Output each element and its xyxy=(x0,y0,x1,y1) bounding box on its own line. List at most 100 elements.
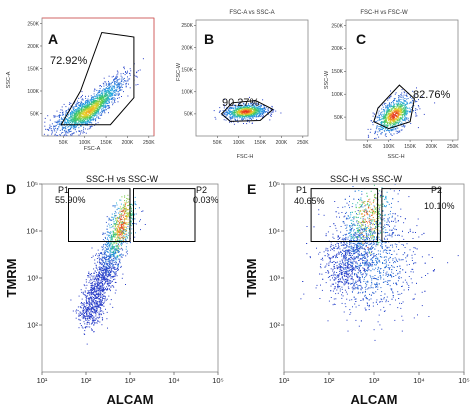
panel-a-event-dot xyxy=(116,87,118,89)
panel-a-event-dot xyxy=(85,132,87,134)
panel-a-event-dot xyxy=(118,94,120,96)
panel-d-event-dot xyxy=(130,232,132,234)
panel-c-event-dot xyxy=(401,109,402,111)
panel-c-event-dot xyxy=(402,119,403,121)
panel-b-event-dot xyxy=(227,108,229,110)
panel-a-event-dot xyxy=(101,86,102,88)
panel-b-event-dot xyxy=(229,117,231,119)
panel-c-event-dot xyxy=(399,103,401,105)
panel-a-event-dot xyxy=(111,93,113,95)
panel-a-event-dot xyxy=(53,129,55,131)
panel-a-event-dot xyxy=(118,83,120,85)
panel-a-event-dot xyxy=(121,86,123,88)
panel-d-event-dot xyxy=(99,273,101,275)
panel-c-event-dot xyxy=(381,117,383,119)
panel-a-event-dot xyxy=(71,115,72,117)
panel-c-event-dot xyxy=(396,110,398,112)
panel-c-event-dot xyxy=(398,106,400,108)
panel-d-event-dot xyxy=(96,279,98,281)
panel-d-event-dot xyxy=(119,238,120,239)
panel-c-event-dot xyxy=(376,126,377,128)
panel-c-event-dot xyxy=(377,116,379,118)
panel-a-event-dot xyxy=(88,109,90,111)
panel-a-event-dot xyxy=(58,124,60,125)
panel-d-event-dot xyxy=(96,287,98,289)
panel-a-event-dot xyxy=(53,116,55,118)
panel-a-event-dot xyxy=(44,138,45,139)
panel-a-event-dot xyxy=(114,82,116,84)
panel-b-event-dot xyxy=(223,107,225,109)
panel-a-event-dot xyxy=(61,126,63,128)
panel-a-event-dot xyxy=(67,118,69,120)
panel-a-event-dot xyxy=(95,123,97,125)
panel-d-event-dot xyxy=(108,242,110,244)
panel-a-event-dot xyxy=(99,97,101,99)
panel-d-event-dot xyxy=(118,226,120,228)
panel-a-event-dot xyxy=(59,120,61,122)
panel-b-event-dot xyxy=(234,115,236,117)
panel-d-event-dot xyxy=(91,290,93,292)
panel-c-event-dot xyxy=(389,104,391,106)
panel-d-event-dot xyxy=(110,239,112,241)
panel-c-event-dot xyxy=(400,114,402,116)
panel-c-event-dot xyxy=(405,113,407,115)
panel-b-event-dot xyxy=(237,105,239,107)
panel-a-event-dot xyxy=(106,103,108,105)
panel-a-event-dot xyxy=(73,107,75,109)
panel-d-event-dot xyxy=(95,313,97,315)
panel-b-event-dot xyxy=(258,109,260,111)
panel-a-event-dot xyxy=(78,117,80,119)
panel-b-event-dot xyxy=(247,109,249,111)
panel-a-event-dot xyxy=(74,117,76,119)
panel-a-event-dot xyxy=(93,96,94,98)
panel-d-event-dot xyxy=(82,318,84,320)
panel-d-event-dot xyxy=(87,290,89,292)
panel-d-event-dot xyxy=(126,250,128,252)
panel-d-event-dot xyxy=(115,257,117,259)
panel-d-event-dot xyxy=(102,298,103,300)
panel-b-event-dot xyxy=(236,108,238,110)
panel-a-event-dot xyxy=(74,127,76,128)
panel-d-event-dot xyxy=(103,273,105,274)
panel-d-event-dot xyxy=(97,269,99,271)
panel-d-event-dot xyxy=(125,239,127,241)
panel-d-event-dot xyxy=(98,290,99,292)
panel-d-event-dot xyxy=(115,248,117,250)
panel-b-event-dot xyxy=(237,113,239,115)
panel-d-event-dot xyxy=(112,260,114,262)
panel-d-event-dot xyxy=(111,263,113,265)
panel-b-event-dot xyxy=(245,116,247,118)
panel-d-event-dot xyxy=(76,309,78,311)
panel-b-event-dot xyxy=(249,114,251,116)
panel-c-event-dot xyxy=(384,119,386,121)
panel-d-event-dot xyxy=(92,255,94,257)
panel-b-event-dot xyxy=(240,111,242,113)
panel-b-event-dot xyxy=(218,111,220,113)
panel-b-event-dot xyxy=(253,114,254,116)
panel-c-event-dot xyxy=(400,105,402,107)
panel-d-event-dot xyxy=(111,243,113,245)
panel-a-event-dot xyxy=(58,123,60,125)
panel-c-event-dot xyxy=(415,93,417,95)
panel-b-event-dot xyxy=(248,108,250,110)
panel-c-event-dot xyxy=(392,102,394,104)
panel-a-event-dot xyxy=(87,103,89,104)
panel-d-event-dot xyxy=(105,221,107,223)
panel-b-event-dot xyxy=(246,111,247,113)
panel-c-event-dot xyxy=(385,102,387,104)
panel-a-event-dot xyxy=(88,100,90,102)
panel-b-event-dot xyxy=(251,103,253,105)
panel-d-event-dot xyxy=(124,202,126,204)
panel-a-event-dot xyxy=(66,110,68,112)
panel-d-event-dot xyxy=(120,253,122,255)
panel-c-event-dot xyxy=(394,106,396,107)
panel-a-event-dot xyxy=(103,103,105,105)
panel-a-event-dot xyxy=(103,83,105,85)
panel-d-event-dot xyxy=(93,318,95,320)
panel-a-event-dot xyxy=(89,103,91,105)
panel-a-event-dot xyxy=(108,100,110,102)
panel-d-event-dot xyxy=(103,295,105,297)
panel-c-event-dot xyxy=(374,121,376,122)
panel-c-event-dot xyxy=(387,123,388,124)
panel-a-event-dot xyxy=(80,101,82,103)
